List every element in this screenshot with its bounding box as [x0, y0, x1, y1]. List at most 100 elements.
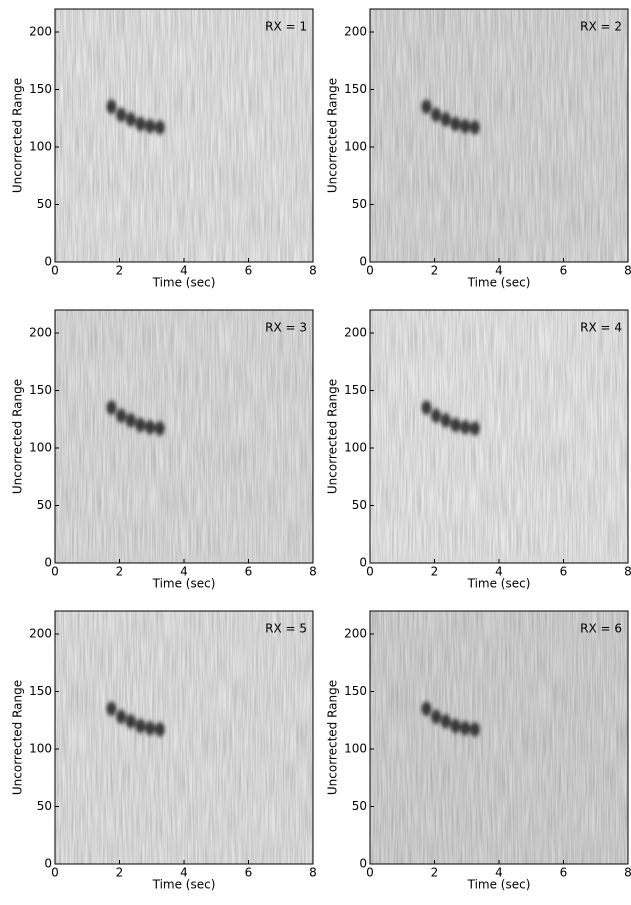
y-axis-label: Uncorrected Range: [11, 379, 25, 494]
echo-blob: [431, 710, 441, 724]
y-tick-label: 150: [344, 383, 367, 397]
panel-title: RX = 4: [580, 321, 622, 335]
x-tick-label: 6: [560, 866, 568, 880]
echo-blob: [145, 119, 155, 133]
x-tick-label: 2: [116, 565, 124, 579]
y-axis-label: Uncorrected Range: [11, 78, 25, 193]
panel-title: RX = 2: [580, 20, 622, 34]
echo-blob: [135, 117, 145, 131]
x-tick-label: 0: [366, 264, 374, 278]
x-axis-label: Time (sec): [467, 878, 531, 892]
x-axis-label: Time (sec): [152, 276, 216, 290]
echo-blob: [431, 409, 441, 423]
y-tick-label: 100: [344, 441, 367, 455]
x-tick-label: 8: [624, 264, 631, 278]
x-tick-label: 0: [51, 264, 59, 278]
echo-blob: [106, 702, 116, 716]
y-tick-label: 200: [29, 25, 52, 39]
echo-blob: [116, 108, 126, 122]
y-tick-label: 150: [29, 383, 52, 397]
y-tick-label: 100: [29, 441, 52, 455]
y-axis-label: Uncorrected Range: [326, 680, 340, 795]
panel-title: RX = 1: [265, 20, 307, 34]
x-tick-label: 6: [245, 264, 253, 278]
x-tick-label: 2: [116, 866, 124, 880]
y-tick-label: 0: [44, 857, 52, 871]
x-axis-label: Time (sec): [152, 577, 216, 591]
y-tick-label: 150: [344, 82, 367, 96]
x-tick-label: 0: [366, 866, 374, 880]
y-tick-label: 0: [359, 255, 367, 269]
x-tick-label: 2: [116, 264, 124, 278]
echo-blob: [431, 108, 441, 122]
echo-blob: [135, 418, 145, 432]
y-tick-label: 50: [37, 498, 52, 512]
echo-blob: [421, 100, 431, 114]
y-tick-label: 200: [29, 326, 52, 340]
echo-blob: [460, 721, 470, 735]
echo-blob: [441, 413, 451, 427]
x-tick-label: 8: [309, 565, 317, 579]
noise-texture: [55, 611, 313, 864]
x-tick-label: 0: [366, 565, 374, 579]
y-tick-label: 150: [344, 684, 367, 698]
y-tick-label: 200: [344, 25, 367, 39]
x-tick-label: 6: [245, 565, 253, 579]
echo-blob: [126, 413, 136, 427]
y-tick-label: 200: [344, 627, 367, 641]
x-axis-label: Time (sec): [152, 878, 216, 892]
y-tick-label: 200: [344, 326, 367, 340]
y-tick-label: 0: [359, 857, 367, 871]
x-tick-label: 6: [560, 264, 568, 278]
x-tick-label: 2: [431, 866, 439, 880]
y-tick-label: 100: [29, 742, 52, 756]
y-tick-label: 100: [344, 742, 367, 756]
echo-blob: [106, 401, 116, 415]
y-tick-label: 50: [37, 799, 52, 813]
y-tick-label: 150: [29, 684, 52, 698]
echo-blob: [155, 421, 165, 435]
x-tick-label: 8: [624, 565, 631, 579]
echo-blob: [116, 710, 126, 724]
y-tick-label: 0: [44, 255, 52, 269]
y-axis-label: Uncorrected Range: [11, 680, 25, 795]
noise-texture: [370, 9, 628, 262]
noise-texture: [370, 611, 628, 864]
echo-blob: [126, 112, 136, 126]
echo-blob: [155, 722, 165, 736]
echo-blob: [450, 418, 460, 432]
y-tick-label: 100: [29, 140, 52, 154]
echo-blob: [145, 420, 155, 434]
y-axis-label: Uncorrected Range: [326, 379, 340, 494]
x-tick-label: 2: [431, 565, 439, 579]
y-tick-label: 50: [352, 799, 367, 813]
y-tick-label: 0: [44, 556, 52, 570]
echo-blob: [470, 421, 480, 435]
y-axis-label: Uncorrected Range: [326, 78, 340, 193]
noise-texture: [55, 9, 313, 262]
echo-blob: [450, 719, 460, 733]
echo-blob: [441, 714, 451, 728]
x-tick-label: 6: [245, 866, 253, 880]
y-tick-label: 150: [29, 82, 52, 96]
y-tick-label: 100: [344, 140, 367, 154]
panel-title: RX = 5: [265, 622, 307, 636]
echo-blob: [421, 702, 431, 716]
panel-title: RX = 3: [265, 321, 307, 335]
x-axis-label: Time (sec): [467, 577, 531, 591]
x-tick-label: 8: [309, 866, 317, 880]
y-tick-label: 50: [352, 498, 367, 512]
echo-blob: [126, 714, 136, 728]
x-tick-label: 0: [51, 866, 59, 880]
echo-blob: [450, 117, 460, 131]
y-tick-label: 0: [359, 556, 367, 570]
echo-blob: [145, 721, 155, 735]
echo-blob: [470, 120, 480, 134]
y-tick-label: 50: [352, 197, 367, 211]
